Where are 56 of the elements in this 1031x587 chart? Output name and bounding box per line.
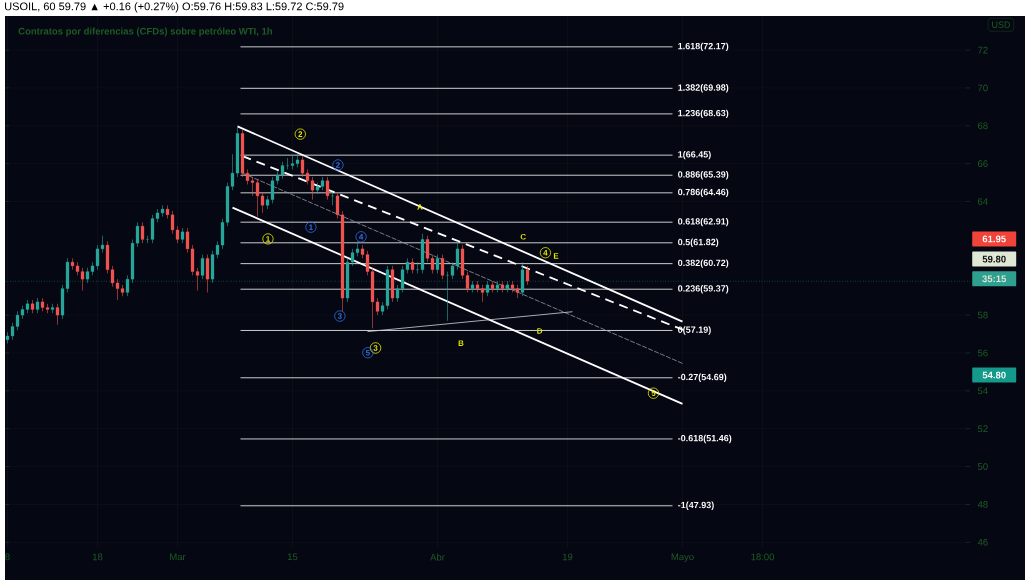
y-tick-label: 64 xyxy=(978,198,988,205)
annotation: 4 xyxy=(543,249,548,256)
y-tick-label: 54 xyxy=(977,387,988,395)
ref-line-label: 0.236(59.37) xyxy=(678,285,729,294)
annotation: 4 xyxy=(358,234,364,240)
y-tick-label: 48 xyxy=(977,501,988,508)
ref-line-label: 1(66.45) xyxy=(678,150,711,160)
y-tick-label: 70 xyxy=(978,84,988,92)
ref-line-label: 1.382(69.98) xyxy=(678,84,729,93)
text: Contratos por diferencias (CFDs) sobre petróleo WTI, 1h xyxy=(18,27,273,37)
ref-line-label: 0.618(62.91) xyxy=(678,217,729,227)
y-tick-label: 52 xyxy=(977,425,988,433)
ref-line-label: 0.886(65.39) xyxy=(678,171,729,180)
annotation: E xyxy=(553,253,559,259)
y-tick-label: 50 xyxy=(977,463,988,470)
annotation: 1 xyxy=(309,224,313,230)
annotation: 3 xyxy=(373,345,378,351)
x-tick-label: Abr xyxy=(430,553,445,561)
ref-line-label: -0.618(51.46) xyxy=(678,434,732,444)
annotation: 3 xyxy=(337,313,342,319)
chart-title: USOIL, 60 59.79 ▲ +0.16 (+0.27%) O:59.76 H:59.83 L:59.72 C:59.79 xyxy=(5,2,344,13)
annotation: C xyxy=(520,233,526,240)
ref-line-label: 1.618(72.17) xyxy=(678,42,729,52)
text: 61.95 xyxy=(982,235,1006,243)
text: 35:15 xyxy=(982,275,1007,283)
annotation: 5 xyxy=(651,390,656,396)
x-tick-label: 18 xyxy=(92,553,103,561)
annotation: 5 xyxy=(365,349,370,356)
annotation: A xyxy=(417,204,423,210)
x-tick-label: 19 xyxy=(562,553,573,561)
text: USD xyxy=(992,21,1011,28)
text: 54.80 xyxy=(982,371,1006,379)
x-tick-label: 8 xyxy=(5,553,10,561)
x-tick-label: 18:00 xyxy=(751,553,775,561)
ref-line-label: 0.382(60.72) xyxy=(678,259,729,268)
y-tick-label: 72 xyxy=(978,46,988,54)
ref-line-label: 1.236(68.63) xyxy=(678,109,729,119)
x-tick-label: 15 xyxy=(287,553,298,561)
ref-line-label: -0.27(54.69) xyxy=(678,373,727,382)
annotation: 1 xyxy=(266,236,270,242)
x-tick-label: Mayo xyxy=(671,553,694,563)
annotation: 2 xyxy=(298,131,303,137)
ref-line-label: 0.786(64.46) xyxy=(678,188,729,198)
y-tick-label: 56 xyxy=(977,349,988,357)
annotation: B xyxy=(458,340,464,346)
y-tick-label: 58 xyxy=(977,311,988,319)
text: 59.80 xyxy=(982,255,1006,263)
y-tick-label: 68 xyxy=(978,122,988,130)
ref-line-label: -1(47.93) xyxy=(678,501,714,510)
ref-line-label: 0.5(61.82) xyxy=(678,238,719,247)
ref-line-label: 0(57.19) xyxy=(678,326,711,335)
x-tick-label: Mar xyxy=(170,553,186,561)
annotation: D xyxy=(537,328,543,334)
y-tick-label: 46 xyxy=(977,538,988,546)
annotation: 2 xyxy=(335,162,340,168)
y-tick-label: 66 xyxy=(978,160,988,168)
